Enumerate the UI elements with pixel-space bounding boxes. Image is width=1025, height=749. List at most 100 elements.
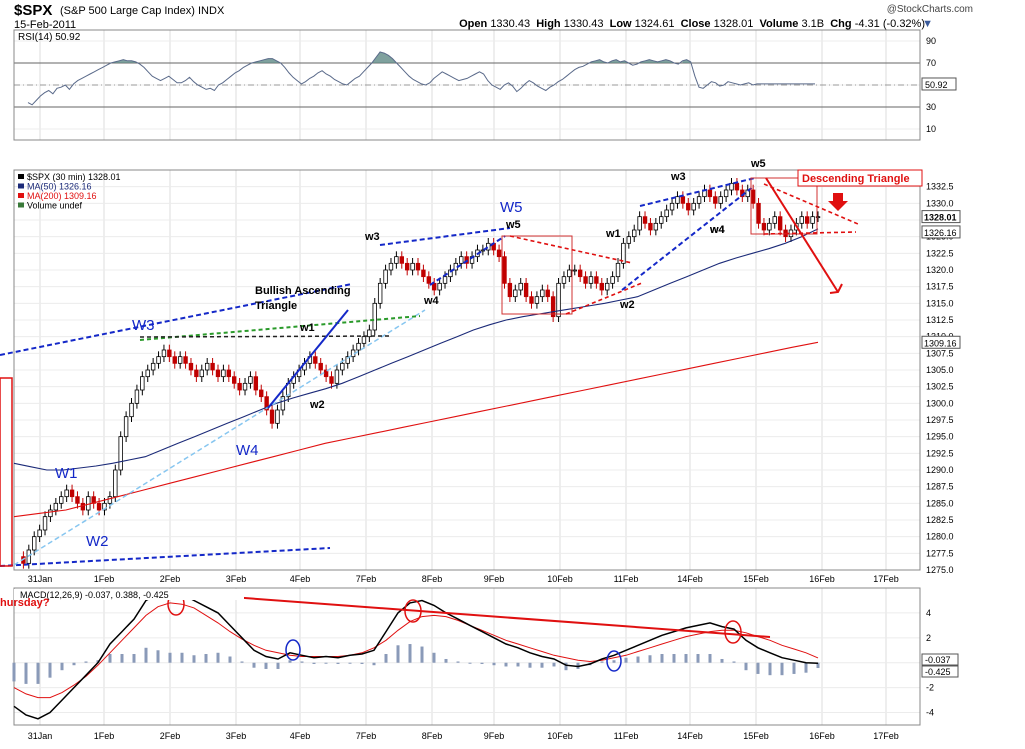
price-tick-label: 1305.0 [926, 365, 954, 375]
price-candle-body [604, 282, 610, 291]
price-candle-body [264, 396, 269, 411]
wave-label-minor: w1 [299, 322, 315, 334]
macd-histogram-bar [84, 661, 88, 663]
price-x-label: 10Feb [547, 574, 573, 584]
desc-triangle-top [763, 183, 859, 225]
price-candle-body [432, 282, 437, 291]
rsi-overbought-fill [641, 59, 675, 63]
macd-value-label: -0.425 [925, 667, 951, 677]
price-candle-body [632, 229, 637, 238]
macd-histogram-bar [492, 662, 496, 666]
price-candle-body [426, 276, 432, 284]
price-candle-body [145, 369, 150, 378]
trendline-light-blue [13, 309, 426, 566]
macd-histogram-bar [120, 654, 124, 663]
price-candle-body [140, 376, 145, 391]
price-candle-body [421, 269, 426, 278]
price-candle-body [167, 349, 172, 358]
macd-trough-ring [285, 639, 301, 661]
macd-x-label: 15Feb [743, 731, 769, 741]
price-candle-body [513, 289, 518, 298]
low-value: 1324.61 [634, 18, 675, 30]
channel-upper-blue [379, 227, 511, 246]
price-value-label: 1328.01 [924, 213, 957, 223]
macd-histogram-bar [720, 658, 724, 663]
price-candle-body [377, 282, 383, 304]
price-candle-body [761, 222, 767, 231]
macd-histogram-bar [396, 645, 400, 663]
price-candle-body [653, 222, 659, 231]
macd-x-label: 7Feb [356, 731, 377, 741]
close-label: Close [680, 18, 711, 30]
macd-histogram-bar [180, 652, 184, 663]
bullish-label-line2: Triangle [255, 300, 297, 312]
price-candle-body [799, 216, 804, 224]
rsi-overbought-fill [110, 59, 136, 63]
wave-label-major: W2 [86, 533, 109, 550]
triangle-top-red [509, 235, 633, 264]
wave-label-minor: w2 [619, 299, 635, 311]
price-tick-label: 1275.0 [926, 565, 954, 575]
rsi-line [27, 51, 815, 106]
price-candle-body [599, 282, 604, 291]
price-tick-label: 1317.5 [926, 282, 954, 292]
price-candle-body [496, 249, 502, 258]
price-candle-body [723, 189, 729, 198]
price-candle-body [48, 509, 53, 518]
macd-tick-label: -2 [926, 683, 934, 693]
macd-histogram-bar [36, 662, 40, 684]
price-candle-body [772, 216, 777, 224]
macd-tick-label: -4 [926, 708, 934, 718]
macd-histogram-bar [372, 662, 376, 666]
price-candle-body [459, 256, 464, 264]
price-candle-body [32, 536, 37, 551]
macd-histogram-bar [420, 646, 424, 663]
macd-histogram-bar [516, 662, 520, 667]
grid-layer [14, 30, 920, 725]
macd-histogram-bar [624, 657, 628, 663]
macd-histogram-bar [132, 654, 136, 663]
price-legend-entry: $SPX (30 min) 1328.01 [27, 172, 121, 182]
macd-histogram-bar [168, 652, 172, 663]
descending-label-box [797, 169, 923, 187]
wave-label-minor: w3 [364, 231, 380, 243]
price-legend-swatch [18, 193, 24, 198]
price-candle-body [529, 296, 534, 304]
price-candle-body [567, 269, 572, 278]
price-candle-body [123, 416, 129, 438]
macd-x-label: 10Feb [547, 731, 573, 741]
high-value: 1330.43 [563, 18, 604, 30]
price-candle-body [248, 376, 253, 384]
price-candle-body [713, 196, 718, 204]
macd-x-label: 11Feb [614, 731, 639, 741]
label-layer: 31Jan 31Jan 1Feb 1Feb 2Feb 2Feb 3Feb 3Feb 4Feb 4F… [0, 32, 961, 741]
macd-panel-frame [13, 587, 921, 726]
price-candle-body [675, 196, 680, 204]
price-candle-body [64, 489, 69, 498]
price-x-label: 8Feb [422, 574, 443, 584]
macd-side-label: hursday? [0, 597, 50, 609]
price-candle-body [669, 202, 675, 211]
panel-frames [13, 29, 921, 726]
series-layer [12, 51, 821, 720]
macd-legend-bg [14, 589, 244, 600]
macd-histogram-bar [660, 654, 664, 663]
price-candle-body [767, 222, 772, 231]
price-candle-body [448, 269, 453, 278]
volume-value: 3.1B [801, 18, 825, 30]
price-candle-body [383, 269, 388, 284]
price-legend-swatch [18, 202, 24, 208]
price-candle-body [540, 289, 545, 298]
chevron-down-icon[interactable]: ▼ [922, 18, 933, 30]
macd-histogram-bar [252, 662, 256, 668]
price-candle-body [129, 402, 134, 418]
macd-x-label: 4Feb [290, 731, 311, 741]
price-value-label: 1309.16 [924, 338, 957, 348]
price-x-label: 15Feb [743, 574, 769, 584]
price-candle-body [691, 202, 696, 211]
price-candle-body [221, 369, 226, 378]
price-candle-body [648, 222, 653, 231]
macd-legend: MACD(12,26,9) -0.037, 0.388, -0.425 [20, 590, 169, 600]
price-candle-body [615, 262, 621, 278]
